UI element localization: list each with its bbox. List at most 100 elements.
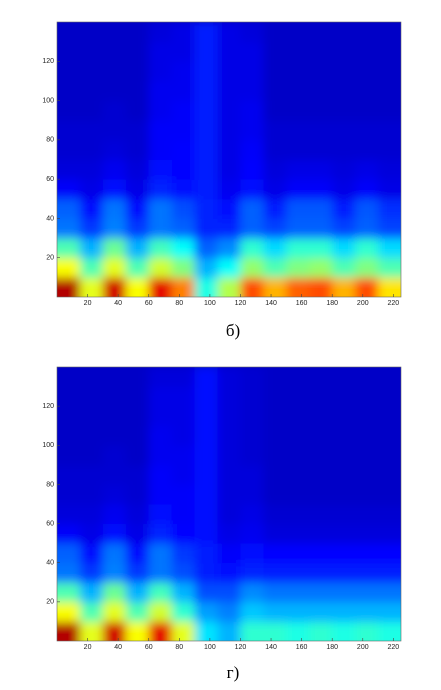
heatmap-cell — [57, 464, 81, 485]
x-tick-label: 60 — [145, 300, 153, 307]
heatmap-cell — [378, 120, 401, 141]
x-tick-label: 160 — [296, 300, 308, 307]
heatmap-cell — [332, 386, 356, 407]
heatmap-cell — [309, 425, 333, 446]
heatmap-cell — [217, 80, 241, 102]
heatmap-cell — [332, 41, 356, 62]
heatmap-cell — [79, 159, 104, 180]
heatmap-cell — [148, 601, 173, 622]
heatmap-cell — [309, 257, 333, 278]
x-tick-label: 100 — [204, 300, 216, 307]
heatmap-cell — [171, 179, 196, 200]
heatmap-cell — [79, 120, 104, 141]
heatmap-cell — [240, 41, 264, 62]
heatmap-cells — [57, 367, 401, 641]
heatmap-cell — [332, 139, 356, 160]
heatmap-cell — [79, 179, 104, 200]
heatmap-cell — [240, 218, 264, 239]
heatmap-cell — [309, 100, 333, 121]
heatmap-cell — [217, 406, 241, 427]
heatmap-cell — [240, 621, 264, 641]
heatmap-cell — [355, 582, 379, 603]
heatmap-cell — [79, 100, 104, 121]
heatmap-cell — [148, 367, 173, 388]
heatmap-cell — [125, 257, 150, 278]
heatmap-cell — [378, 238, 401, 259]
heatmap-cell — [57, 179, 81, 200]
heatmap-cell — [286, 41, 310, 62]
heatmap-cell — [102, 198, 127, 219]
plot-frame — [56, 21, 402, 298]
heatmap-cell — [194, 386, 219, 407]
heatmap-cell — [240, 80, 264, 102]
heatmap-cell — [355, 218, 379, 239]
heatmap-cell — [125, 179, 150, 200]
heatmap-cell — [125, 198, 150, 219]
heatmap-cell — [309, 582, 333, 603]
heatmap-cell — [217, 562, 241, 583]
heatmap-cell — [125, 601, 150, 622]
heatmap-cell — [125, 523, 150, 544]
heatmap-cell — [194, 484, 219, 505]
heatmap-cell — [79, 238, 104, 259]
heatmap-cell — [378, 80, 401, 102]
heatmap-cell — [263, 484, 287, 505]
heatmap-cell — [217, 601, 241, 622]
heatmap-cell — [309, 41, 333, 62]
heatmap-cell — [286, 621, 310, 641]
heatmap-cell — [263, 464, 287, 485]
heatmap-cell — [148, 562, 173, 583]
heatmap-cell — [194, 277, 219, 297]
heatmap-cell — [171, 582, 196, 603]
heatmap-cell — [309, 367, 333, 388]
heatmap-cell — [286, 406, 310, 427]
heatmap-cell — [286, 562, 310, 583]
heatmap-cell — [125, 238, 150, 259]
heatmap-cell — [263, 367, 287, 388]
heatmap-cell — [240, 523, 264, 544]
heatmap-cell — [217, 218, 241, 239]
heatmap-cell — [217, 41, 241, 62]
heatmap-cell — [194, 100, 219, 121]
heatmap-cell — [125, 159, 150, 180]
heatmap-cell — [286, 198, 310, 219]
heatmap-cell — [309, 61, 333, 82]
heatmap-cell — [79, 367, 104, 388]
heatmap-cell — [332, 406, 356, 427]
heatmap-cell — [217, 484, 241, 505]
y-tick-label: 60 — [46, 520, 54, 527]
heatmap-cell — [125, 562, 150, 583]
heatmap-cell — [102, 562, 127, 583]
heatmap-cell — [217, 277, 241, 297]
heatmap-cell — [378, 621, 401, 641]
heatmap-cell — [355, 562, 379, 583]
heatmap-cell — [194, 179, 219, 200]
heatmap-cell — [194, 504, 219, 525]
heatmap-cell — [194, 621, 219, 641]
heatmap-cell — [309, 464, 333, 485]
x-tick-label: 220 — [388, 300, 400, 307]
heatmap-cell — [102, 120, 127, 141]
heatmap-cell — [355, 179, 379, 200]
heatmap-cell — [240, 543, 264, 564]
heatmap-cell — [148, 523, 173, 544]
heatmap-cell — [79, 523, 104, 544]
heatmap-cell — [171, 238, 196, 259]
heatmap-cell — [148, 41, 173, 62]
heatmap-cell — [102, 406, 127, 427]
heatmap-cell — [102, 80, 127, 102]
heatmap-cell — [102, 100, 127, 121]
heatmap-cell — [309, 504, 333, 525]
x-tick-label: 160 — [296, 644, 308, 651]
heatmap-cell — [125, 425, 150, 446]
heatmap-cell — [286, 218, 310, 239]
y-tick-label: 60 — [46, 176, 54, 183]
heatmap — [57, 22, 401, 297]
heatmap-cell — [240, 464, 264, 485]
heatmap-cell — [171, 100, 196, 121]
heatmap-cell — [79, 425, 104, 446]
heatmap-cell — [171, 367, 196, 388]
heatmap-cell — [217, 582, 241, 603]
x-tick-label: 60 — [145, 644, 153, 651]
